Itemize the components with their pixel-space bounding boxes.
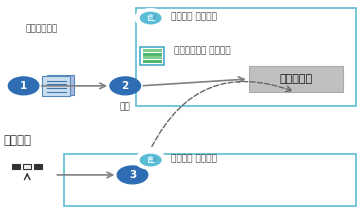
FancyBboxPatch shape <box>148 17 154 20</box>
Text: テンプレート: テンプレート <box>25 24 58 33</box>
Text: テンプレート スペック: テンプレート スペック <box>174 46 231 55</box>
FancyBboxPatch shape <box>148 159 154 162</box>
FancyBboxPatch shape <box>23 164 31 169</box>
Polygon shape <box>148 15 154 17</box>
Text: 3: 3 <box>129 170 136 180</box>
FancyBboxPatch shape <box>140 47 164 65</box>
Polygon shape <box>154 15 156 20</box>
Text: リソース グループ: リソース グループ <box>171 13 216 21</box>
Text: 2: 2 <box>122 81 129 91</box>
FancyBboxPatch shape <box>143 60 162 63</box>
Text: 公開: 公開 <box>120 102 131 111</box>
Circle shape <box>8 77 39 95</box>
Text: デプロイ: デプロイ <box>4 134 32 148</box>
FancyBboxPatch shape <box>64 154 356 206</box>
FancyBboxPatch shape <box>143 49 162 52</box>
Text: バージョン: バージョン <box>279 74 313 84</box>
FancyBboxPatch shape <box>47 75 74 95</box>
Polygon shape <box>154 157 156 162</box>
Circle shape <box>140 12 162 24</box>
Circle shape <box>117 166 148 184</box>
Circle shape <box>135 9 166 27</box>
Text: リソース グループ: リソース グループ <box>171 155 216 163</box>
Text: 1: 1 <box>20 81 27 91</box>
Polygon shape <box>148 157 154 159</box>
FancyBboxPatch shape <box>136 8 356 106</box>
FancyBboxPatch shape <box>143 53 162 56</box>
FancyBboxPatch shape <box>249 66 343 92</box>
FancyBboxPatch shape <box>42 76 70 96</box>
FancyBboxPatch shape <box>143 56 162 59</box>
FancyBboxPatch shape <box>12 164 20 169</box>
Circle shape <box>135 151 166 169</box>
Circle shape <box>140 154 162 166</box>
Circle shape <box>110 77 140 95</box>
FancyBboxPatch shape <box>34 164 42 169</box>
